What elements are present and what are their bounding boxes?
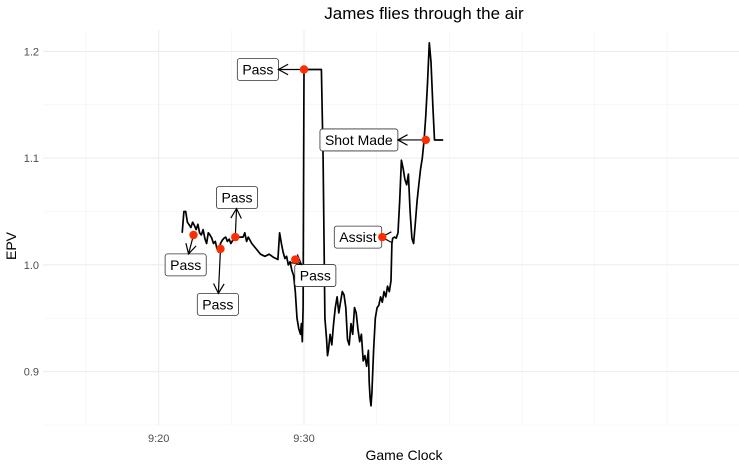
event-arrowhead xyxy=(396,134,408,146)
x-tick-labels: 9:20 9:30 xyxy=(148,433,315,445)
event-point xyxy=(299,65,309,74)
y-tick-label: 1.0 xyxy=(24,260,39,272)
x-axis-title: Game Clock xyxy=(365,447,443,463)
event-annotation: Assist xyxy=(333,225,392,249)
y-axis-title: EPV xyxy=(3,231,19,260)
event-arrowhead xyxy=(185,243,197,256)
epv-series-line xyxy=(181,41,444,407)
event-arrowhead xyxy=(230,207,242,219)
event-label-box xyxy=(294,264,337,287)
event-annotations: Pass Pass Pass Pass Pass Assist Shot Made xyxy=(164,58,430,316)
event-arrowhead xyxy=(277,63,289,76)
event-annotation: Pass xyxy=(216,186,258,238)
x-tick-label: 9:30 xyxy=(293,433,314,445)
event-point xyxy=(189,230,198,240)
event-annotation: Pass xyxy=(164,234,207,277)
event-arrow xyxy=(234,208,238,238)
y-tick-label: 1.2 xyxy=(24,46,39,58)
event-point xyxy=(421,135,430,145)
event-label: Pass xyxy=(202,296,233,312)
event-label-box xyxy=(164,253,207,277)
y-tick-labels: 0.9 1.0 1.1 1.2 xyxy=(24,46,39,378)
y-tick-label: 1.1 xyxy=(24,153,39,165)
event-label: Pass xyxy=(242,62,273,78)
event-annotation: Pass xyxy=(196,248,239,316)
event-arrowhead xyxy=(213,283,225,295)
event-label: Pass xyxy=(170,257,201,273)
event-label: Pass xyxy=(300,268,331,284)
event-label: Pass xyxy=(221,190,252,206)
event-point xyxy=(378,232,387,242)
grid xyxy=(43,30,739,426)
event-label: Shot Made xyxy=(325,132,393,148)
y-tick-label: 0.9 xyxy=(24,367,39,379)
event-point xyxy=(291,255,300,264)
event-annotation: Pass xyxy=(236,58,304,81)
chart-title: James flies through the air xyxy=(324,4,524,23)
event-annotation: Shot Made xyxy=(319,128,426,152)
event-label: Assist xyxy=(339,229,376,245)
event-arrow xyxy=(217,248,222,294)
x-tick-label: 9:20 xyxy=(148,433,169,445)
event-point xyxy=(231,232,240,242)
event-point xyxy=(216,244,225,254)
